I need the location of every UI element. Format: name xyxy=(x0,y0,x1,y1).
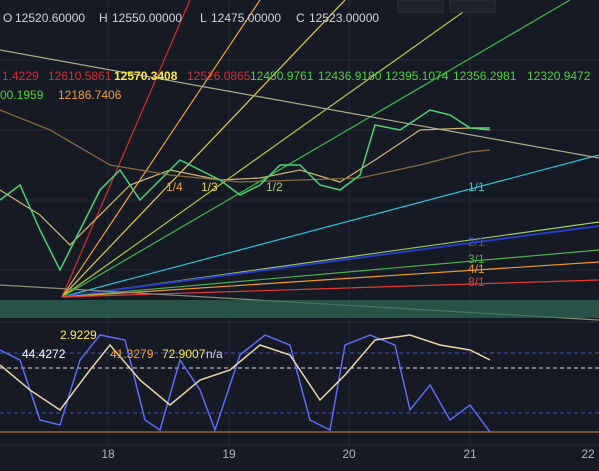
indicator-pane xyxy=(0,321,599,433)
indicator-value: 2.9229 xyxy=(60,328,97,342)
x-tick-label: 21 xyxy=(463,447,477,461)
fan-label: 1/2 xyxy=(266,180,283,194)
fan-label: 2/1 xyxy=(468,235,485,249)
indicator-value: n/a xyxy=(206,347,223,361)
value: 12550.00000 xyxy=(112,11,182,25)
level: 12610.5861 xyxy=(48,69,112,83)
toolbar-button[interactable] xyxy=(449,0,496,13)
fan-label: 1/4 xyxy=(166,180,183,194)
value: 12523.00000 xyxy=(309,11,379,25)
label: L xyxy=(200,11,207,25)
indicator-labels: 2.9229 44.4272 41.3279 72.9007 n/a xyxy=(22,328,223,361)
ohlc-header: O 12520.60000 H 12550.00000 L 12475.0000… xyxy=(3,11,379,25)
level: 12395.1074 xyxy=(385,69,449,83)
x-tick-label: 20 xyxy=(342,447,356,461)
level: 12480.9761 xyxy=(250,69,314,83)
label: O xyxy=(3,11,12,25)
x-axis: 18 19 20 21 22 xyxy=(101,447,595,461)
price xyxy=(0,109,490,272)
label: C xyxy=(296,11,305,25)
indicator-value: 72.9007 xyxy=(162,347,206,361)
level: 12526.0865 xyxy=(187,69,251,83)
level: 12356.2981 xyxy=(453,69,517,83)
fan-labels: 1/4 1/3 1/2 1/1 2/1 3/1 4/1 8/1 xyxy=(166,180,485,289)
x-tick-label: 18 xyxy=(101,447,115,461)
grid xyxy=(0,0,599,445)
gann-fan xyxy=(0,0,599,321)
fan-label: 1/1 xyxy=(468,180,485,194)
level: 12436.9180 xyxy=(318,69,382,83)
value: 12475.00000 xyxy=(211,11,281,25)
indicator-value: 41.3279 xyxy=(110,347,154,361)
fan-label: 8/1 xyxy=(468,275,485,289)
fan-label: 3/1 xyxy=(468,252,485,266)
x-tick-label: 22 xyxy=(581,447,595,461)
level: 1.4229 xyxy=(2,69,39,83)
level: 12186.7406 xyxy=(58,88,122,102)
volume xyxy=(0,300,599,318)
level: 12320.9472 xyxy=(527,69,591,83)
level: 12570.3408 xyxy=(114,69,178,83)
indicator-value: 44.4272 xyxy=(22,347,66,361)
fan-label: 1/3 xyxy=(201,180,218,194)
toolbar-button[interactable] xyxy=(397,0,444,13)
levels: 1.4229 12610.5861 12570.3408 12526.0865 … xyxy=(0,69,591,102)
label: H xyxy=(99,11,108,25)
fan-label: 4/1 xyxy=(468,262,485,276)
value: 12520.60000 xyxy=(15,11,85,25)
level: 00.1959 xyxy=(0,88,44,102)
x-tick-label: 19 xyxy=(222,447,236,461)
